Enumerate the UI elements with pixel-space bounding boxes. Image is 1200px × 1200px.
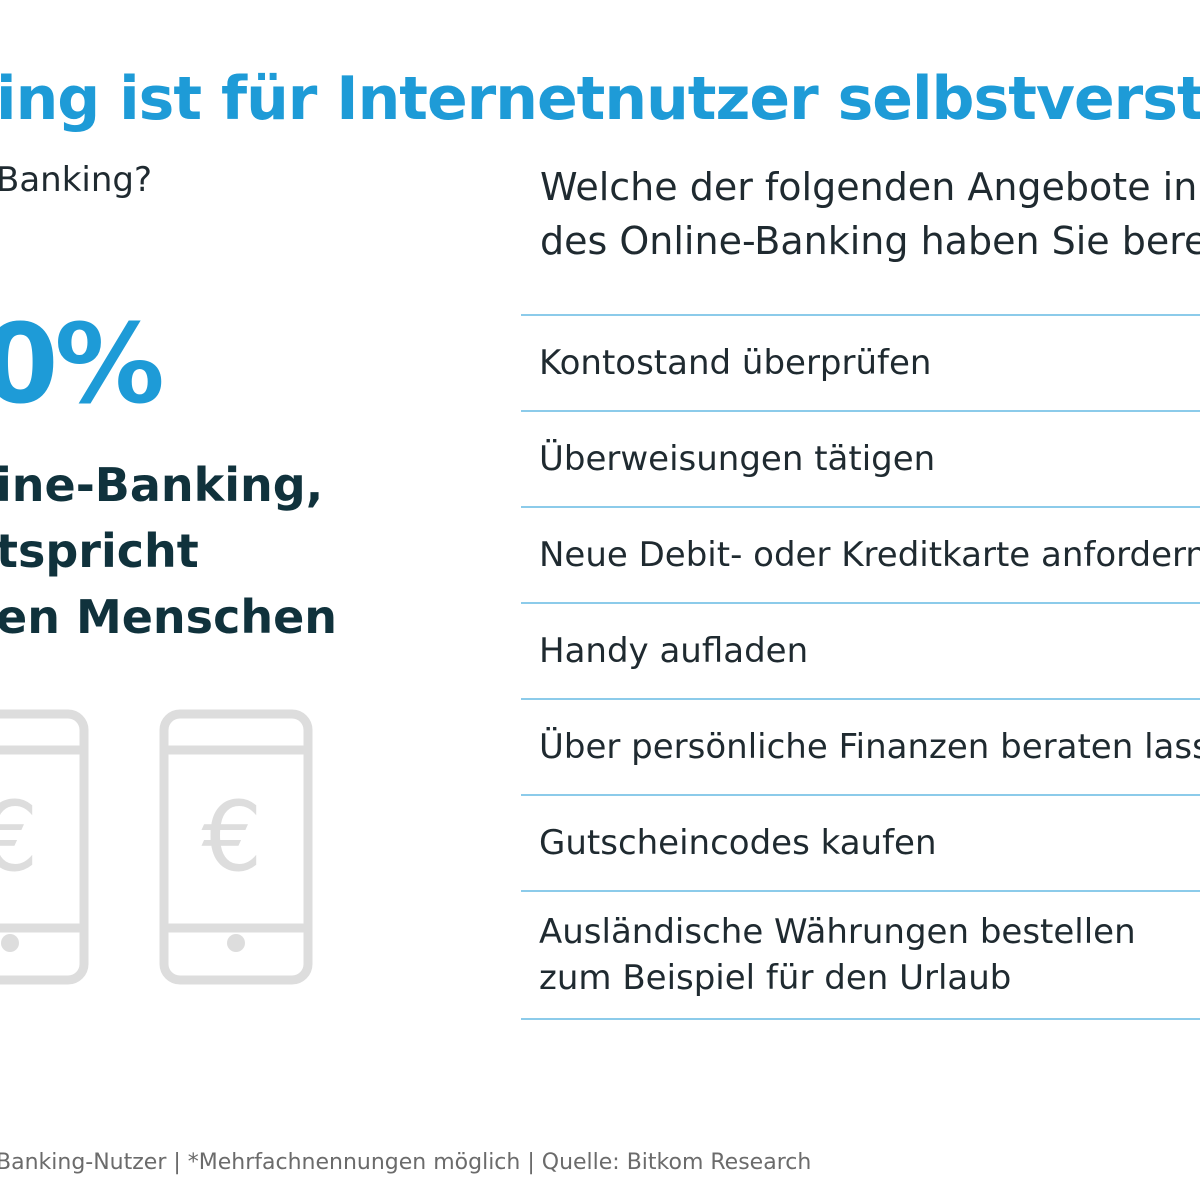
statement-line: en Menschen bbox=[0, 590, 338, 644]
question-line: Welche der folgenden Angebote in bbox=[540, 165, 1198, 209]
answer-options-list: Kontostand überprüfen Überweisungen täti… bbox=[521, 314, 1200, 1020]
headline-statement: ine-Banking, tspricht en Menschen bbox=[0, 452, 337, 650]
right-survey-question: Welche der folgenden Angebote in des Onl… bbox=[540, 160, 1200, 268]
smartphone-illustration: € € bbox=[0, 700, 330, 994]
answer-option: Überweisungen tätigen bbox=[521, 412, 1200, 508]
page-title: ing ist für Internetnutzer selbstverstän… bbox=[0, 64, 1200, 134]
answer-option-label: Überweisungen tätigen bbox=[539, 439, 936, 479]
euro-glyph: € bbox=[0, 781, 39, 893]
euro-glyph: € bbox=[201, 781, 262, 893]
smartphone-euro-icon: € bbox=[159, 709, 313, 985]
smartphone-euro-icon: € bbox=[0, 709, 89, 985]
statement-line: ine-Banking, bbox=[0, 458, 324, 512]
answer-option-label: zum Beispiel für den Urlaub bbox=[539, 958, 1012, 998]
answer-option-label: Neue Debit- oder Kreditkarte anfordern bbox=[539, 535, 1200, 575]
answer-option: Neue Debit- oder Kreditkarte anfordern bbox=[521, 508, 1200, 604]
answer-option-label: Kontostand überprüfen bbox=[539, 343, 932, 383]
source-footnote: Banking-Nutzer | *Mehrfachnennungen mögl… bbox=[0, 1150, 812, 1175]
answer-option: Kontostand überprüfen bbox=[521, 316, 1200, 412]
answer-option: Handy aufladen bbox=[521, 604, 1200, 700]
answer-option-label: Über persönliche Finanzen beraten lass bbox=[539, 727, 1200, 767]
answer-option-label: Ausländische Währungen bestellen bbox=[539, 912, 1136, 952]
answer-option-label: Gutscheincodes kaufen bbox=[539, 823, 937, 863]
smartphone-icons-svg: € € bbox=[0, 709, 313, 985]
answer-option: Gutscheincodes kaufen bbox=[521, 796, 1200, 892]
left-survey-question: Banking? bbox=[0, 160, 153, 200]
answer-option-label: Handy aufladen bbox=[539, 631, 809, 671]
headline-percentage: 0% bbox=[0, 300, 165, 428]
answer-option: Ausländische Währungen bestellen zum Bei… bbox=[521, 892, 1200, 1020]
question-line: des Online-Banking haben Sie bere bbox=[540, 219, 1200, 263]
answer-option: Über persönliche Finanzen beraten lass bbox=[521, 700, 1200, 796]
statement-line: tspricht bbox=[0, 524, 199, 578]
